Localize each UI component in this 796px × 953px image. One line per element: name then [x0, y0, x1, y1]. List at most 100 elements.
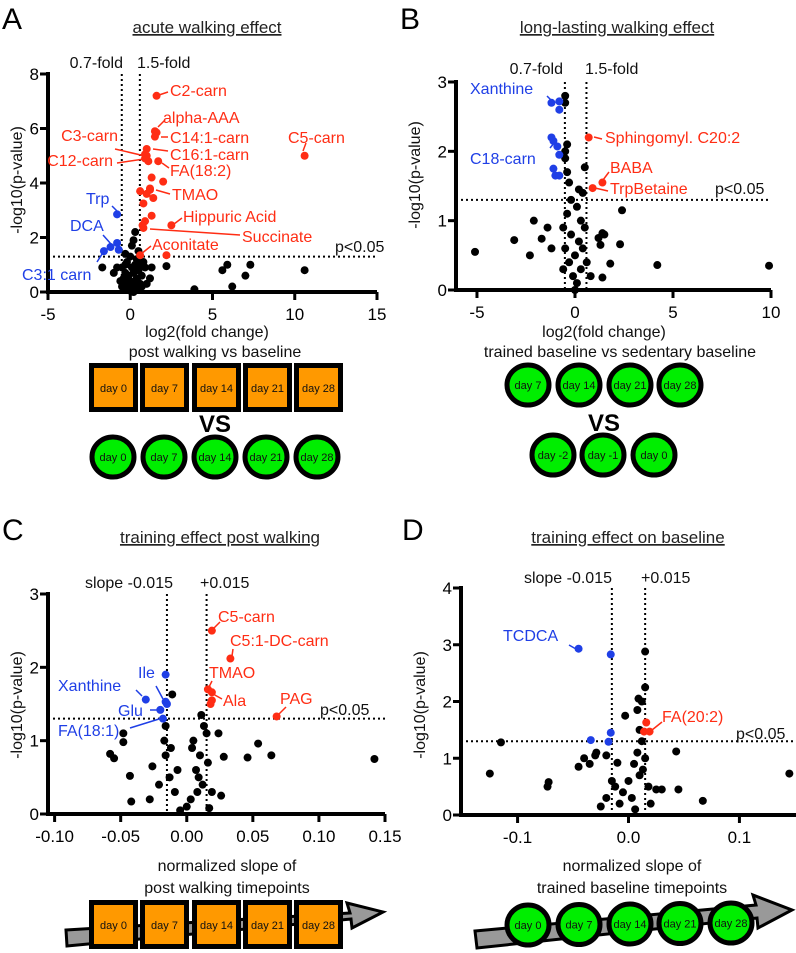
leader-line [549, 141, 556, 149]
timepoint-label: day 21 [251, 383, 284, 395]
timepoint-label: day 7 [151, 920, 178, 932]
timepoint-label: day 7 [151, 383, 178, 395]
point-label: Hippuric Acid [183, 209, 276, 226]
y-tick-label: 1 [443, 749, 452, 768]
timepoint-label: day 7 [151, 452, 178, 464]
data-point [246, 260, 255, 269]
data-point [207, 788, 216, 796]
data-point [653, 261, 662, 270]
data-point [613, 758, 622, 767]
data-point [578, 188, 587, 197]
labeled-data-point [598, 178, 607, 187]
y-tick-label: 4 [30, 174, 39, 193]
leader-line [114, 148, 146, 157]
timepoint-label: day 14 [200, 383, 233, 395]
data-point [125, 771, 134, 780]
data-point [561, 154, 570, 163]
point-label: TMAO [209, 665, 255, 682]
data-point [197, 711, 206, 719]
data-point [637, 697, 646, 706]
x-tick-label: 0.10 [302, 827, 335, 846]
data-point-down [555, 150, 564, 159]
timepoint-label: day 21 [251, 920, 284, 932]
data-point [630, 759, 639, 768]
data-point [618, 788, 627, 797]
x-tick-label: 5 [668, 303, 677, 322]
data-point [119, 738, 128, 747]
data-point [615, 799, 624, 808]
data-point [300, 266, 309, 275]
data-point [254, 739, 263, 748]
labeled-data-point [106, 243, 115, 252]
leader-line [152, 148, 169, 152]
data-point [160, 736, 169, 745]
leader-line [155, 685, 164, 700]
data-point [559, 223, 568, 232]
panel-letter-d: D [402, 514, 424, 547]
x-tick-label: 0 [126, 305, 135, 324]
labeled-data-point [158, 714, 167, 723]
point-label: C14:1-carn [170, 130, 249, 147]
data-point [189, 736, 198, 745]
timepoint-label: day 14 [200, 920, 233, 932]
x-tick-label: 10 [285, 305, 304, 324]
green-timepoint-circle [191, 434, 239, 480]
data-point [166, 744, 175, 752]
data-point [131, 228, 140, 237]
point-label: Ala [223, 693, 246, 710]
leader-line [207, 680, 213, 690]
data-point [565, 178, 574, 187]
green-timepoint-circle [89, 434, 137, 480]
leader-line [102, 234, 112, 245]
data-point [596, 240, 605, 249]
data-point [586, 272, 595, 281]
data-point [585, 759, 594, 768]
timepoint-label: day 0 [515, 920, 542, 932]
data-point [241, 271, 250, 280]
data-point [219, 752, 228, 761]
data-point [569, 272, 578, 281]
data-point [561, 91, 570, 100]
schematic-d: day 0 day 7 day 14 day 21 day 28 [473, 892, 796, 950]
data-point [218, 266, 227, 275]
data-point [596, 802, 605, 811]
leader-line [546, 95, 554, 103]
leader-line [213, 621, 221, 629]
x-tick-label: -0.1 [503, 828, 532, 847]
y-tick-label: 1 [438, 212, 447, 231]
data-point [147, 263, 156, 272]
y-tick-label: 4 [443, 579, 452, 598]
data-point [139, 258, 148, 267]
pval-label: p<0.05 [736, 726, 785, 743]
data-point [580, 163, 589, 172]
data-point [698, 796, 707, 805]
fold-low-label: 0.7-fold [70, 55, 123, 72]
labeled-data-point [300, 151, 309, 160]
data-point [570, 251, 579, 260]
point-label: Xanthine [470, 81, 533, 98]
data-point [635, 771, 644, 780]
data-point [168, 690, 177, 699]
point-label: Aconitate [152, 237, 219, 254]
labeled-data-point [139, 223, 148, 232]
timepoint-label: day -1 [588, 450, 619, 462]
y-tick-label: 0 [443, 806, 452, 825]
green-timepoint-circle [242, 434, 290, 480]
x-axis-label-line1: normalized slope of [158, 858, 297, 875]
y-tick-label: 0 [438, 281, 447, 300]
data-point [567, 230, 576, 239]
data-point [199, 722, 208, 730]
data-point [765, 261, 774, 270]
labeled-data-point [150, 132, 159, 141]
labeled-data-point [226, 654, 235, 663]
timepoint-label: day 0 [641, 450, 668, 462]
vs-label: VS [199, 411, 231, 438]
point-label: Glu [118, 703, 143, 720]
labeled-data-point [141, 695, 150, 704]
timepoint-label: day 0 [100, 452, 127, 464]
timepoint-label: day 14 [198, 452, 231, 464]
green-timepoint-circle [555, 362, 603, 408]
point-label: TMAO [172, 187, 218, 204]
data-point [602, 751, 611, 760]
data-point-down [162, 700, 171, 708]
